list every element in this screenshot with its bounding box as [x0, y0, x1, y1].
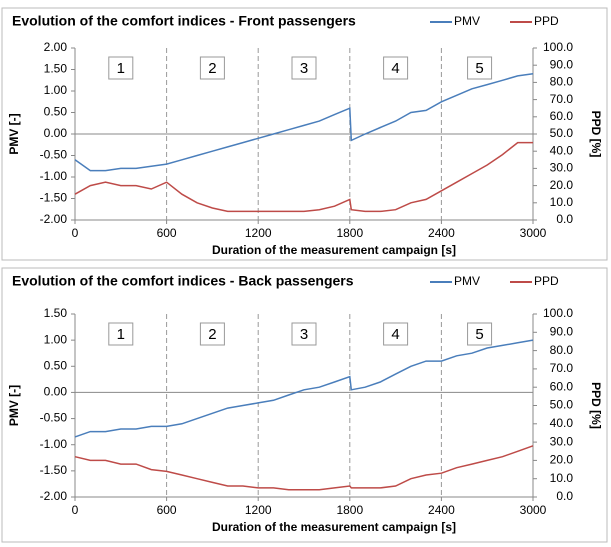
y-tick-label: -2.00	[40, 489, 68, 503]
y-tick-label: -0.50	[40, 148, 68, 162]
y2-tick-label: 50.0	[550, 126, 574, 140]
x-tick-label: 0	[72, 226, 79, 240]
chart: Evolution of the comfort indices - Front…	[1, 7, 608, 261]
y2-tick-label: 90.0	[550, 324, 574, 338]
chart-frame	[1, 267, 608, 543]
series-line	[74, 141, 533, 213]
phase-label: 4	[391, 60, 399, 77]
x-tick-label: 0	[72, 503, 79, 517]
chart: Evolution of the comfort indices - Back …	[1, 267, 608, 543]
y2-tick-label: 60.0	[550, 379, 574, 393]
y-tick-label: 1.50	[44, 306, 68, 320]
phase-label: 1	[117, 326, 125, 343]
y2-axis-label: PPD [%]	[589, 382, 603, 429]
legend-label: PPD	[534, 274, 559, 288]
y2-tick-label: 50.0	[550, 398, 574, 412]
y-tick-label: 1.50	[44, 62, 68, 76]
y2-tick-label: 0.0	[556, 489, 573, 503]
legend-label: PMV	[454, 274, 480, 288]
y-tick-label: 0.00	[44, 385, 68, 399]
y-tick-label: -1.50	[40, 191, 68, 205]
x-tick-label: 600	[157, 503, 177, 517]
phase-label: 2	[208, 60, 216, 77]
y2-tick-label: 30.0	[550, 434, 574, 448]
y2-tick-label: 70.0	[550, 92, 574, 106]
y2-tick-label: 30.0	[550, 161, 574, 175]
phase-label: 3	[300, 326, 308, 343]
phase-label: 5	[475, 60, 483, 77]
y2-tick-label: 90.0	[550, 57, 574, 71]
x-tick-label: 2400	[428, 226, 455, 240]
x-tick-label: 1200	[245, 503, 272, 517]
y-tick-label: -1.00	[40, 169, 68, 183]
phase-box	[467, 56, 493, 80]
x-tick-label: 1800	[336, 503, 363, 517]
series-line	[74, 445, 534, 491]
y2-tick-label: 20.0	[550, 178, 574, 192]
y-tick-label: 2.00	[44, 40, 68, 54]
phase-box	[108, 56, 134, 80]
series-line	[74, 73, 534, 172]
y-axis-label: PMV [-]	[7, 385, 21, 426]
y2-tick-label: 80.0	[550, 75, 574, 89]
legend-label: PPD	[534, 14, 559, 28]
y-tick-label: 0.50	[44, 105, 68, 119]
chart-title: Evolution of the comfort indices - Front…	[12, 13, 356, 29]
y-tick-label: -2.00	[40, 212, 68, 226]
x-tick-label: 3000	[520, 503, 547, 517]
y2-tick-label: 0.0	[556, 212, 573, 226]
x-tick-label: 3000	[520, 226, 547, 240]
phase-box	[383, 56, 409, 80]
chart-title: Evolution of the comfort indices - Back …	[12, 273, 354, 289]
y2-tick-label: 80.0	[550, 343, 574, 357]
x-tick-label: 1800	[336, 226, 363, 240]
y2-tick-label: 20.0	[550, 453, 574, 467]
x-axis-label: Duration of the measurement campaign [s]	[212, 520, 456, 534]
y2-tick-label: 40.0	[550, 416, 574, 430]
phase-label: 2	[208, 326, 216, 343]
series-line	[74, 339, 534, 438]
phase-label: 4	[391, 326, 399, 343]
phase-box	[467, 322, 493, 346]
x-tick-label: 600	[157, 226, 177, 240]
y2-tick-label: 10.0	[550, 195, 574, 209]
y2-tick-label: 40.0	[550, 143, 574, 157]
y-tick-label: -1.50	[40, 463, 68, 477]
phase-label: 1	[117, 60, 125, 77]
y-tick-label: -1.00	[40, 437, 68, 451]
phase-label: 3	[300, 60, 308, 77]
phase-label: 5	[475, 326, 483, 343]
x-axis-label: Duration of the measurement campaign [s]	[212, 243, 456, 257]
phase-box	[199, 56, 225, 80]
phase-box	[291, 322, 317, 346]
y-axis-label: PMV [-]	[7, 113, 21, 154]
y-tick-label: 1.00	[44, 83, 68, 97]
y-tick-label: 0.50	[44, 358, 68, 372]
phase-box	[291, 56, 317, 80]
y-tick-label: 0.00	[44, 126, 68, 140]
y2-tick-label: 10.0	[550, 471, 574, 485]
y-tick-label: -0.50	[40, 411, 68, 425]
legend-label: PMV	[454, 14, 480, 28]
y-tick-label: 1.00	[44, 332, 68, 346]
phase-box	[108, 322, 134, 346]
x-tick-label: 1200	[245, 226, 272, 240]
x-tick-label: 2400	[428, 503, 455, 517]
phase-box	[383, 322, 409, 346]
y2-tick-label: 70.0	[550, 361, 574, 375]
y2-axis-label: PPD [%]	[589, 111, 603, 158]
y2-tick-label: 100.0	[543, 306, 573, 320]
y2-tick-label: 60.0	[550, 109, 574, 123]
phase-box	[199, 322, 225, 346]
y2-tick-label: 100.0	[543, 40, 573, 54]
